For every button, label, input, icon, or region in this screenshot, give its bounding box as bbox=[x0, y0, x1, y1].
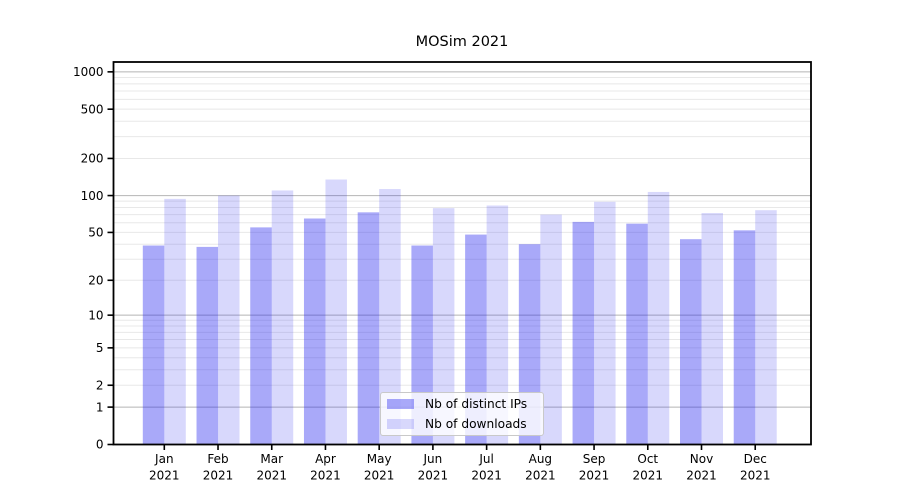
bar-distinct-ips bbox=[626, 223, 648, 445]
bar-distinct-ips bbox=[142, 245, 165, 445]
y-tick-label: 5 bbox=[96, 341, 104, 355]
bar-distinct-ips bbox=[680, 239, 702, 445]
legend: Nb of distinct IPs Nb of downloads bbox=[380, 392, 544, 436]
bar-downloads bbox=[540, 214, 562, 445]
y-tick-label: 10 bbox=[88, 308, 103, 322]
chart-title: MOSim 2021 bbox=[415, 34, 509, 50]
x-tick-label: Oct 2021 bbox=[633, 452, 664, 483]
x-tick-label: Dec 2021 bbox=[740, 452, 771, 483]
x-tick-label: Jan 2021 bbox=[149, 452, 180, 483]
bar-distinct-ips bbox=[357, 212, 380, 445]
y-tick-label: 500 bbox=[81, 102, 104, 116]
bar-downloads bbox=[218, 195, 240, 445]
legend-item-distinct-ips: Nb of distinct IPs bbox=[387, 396, 543, 413]
legend-swatch-downloads bbox=[387, 419, 414, 429]
bar-downloads bbox=[271, 190, 294, 445]
bar-distinct-ips bbox=[250, 227, 272, 445]
x-tick-label: Apr 2021 bbox=[310, 452, 341, 483]
x-tick-label: Nov 2021 bbox=[686, 452, 717, 483]
x-tick-label: Sep 2021 bbox=[579, 452, 610, 483]
x-tick-label: Feb 2021 bbox=[203, 452, 234, 483]
bar-distinct-ips bbox=[572, 221, 595, 445]
x-tick-label: Jul 2021 bbox=[471, 452, 502, 483]
bar-downloads bbox=[164, 198, 186, 445]
y-tick-label: 20 bbox=[88, 273, 103, 287]
bar-downloads bbox=[701, 213, 723, 445]
y-tick-label: 0 bbox=[96, 438, 104, 452]
x-tick-label: May 2021 bbox=[364, 452, 395, 483]
bar-downloads bbox=[486, 205, 509, 445]
x-tick-label: Jun 2021 bbox=[418, 452, 449, 483]
legend-label-distinct-ips: Nb of distinct IPs bbox=[425, 397, 528, 411]
y-tick-label: 1 bbox=[96, 400, 104, 414]
legend-item-downloads: Nb of downloads bbox=[387, 416, 543, 433]
bar-downloads bbox=[379, 189, 401, 445]
bar-downloads bbox=[755, 210, 777, 445]
x-tick-label: Mar 2021 bbox=[256, 452, 287, 483]
y-tick-label: 50 bbox=[88, 226, 103, 240]
bar-downloads bbox=[594, 201, 616, 445]
y-tick-label: 200 bbox=[81, 152, 104, 166]
bar-distinct-ips bbox=[303, 218, 326, 445]
y-tick-label: 100 bbox=[81, 189, 104, 203]
legend-swatch-distinct-ips bbox=[387, 399, 414, 409]
axis-frame bbox=[112, 61, 812, 446]
bar-distinct-ips bbox=[733, 230, 756, 445]
legend-label-downloads: Nb of downloads bbox=[425, 417, 527, 431]
y-tick-label: 1000 bbox=[73, 65, 104, 79]
bar-downloads bbox=[647, 191, 670, 445]
x-tick-label: Aug 2021 bbox=[525, 452, 556, 483]
bar-downloads bbox=[432, 208, 455, 445]
bar-downloads bbox=[325, 179, 347, 445]
bar-distinct-ips bbox=[196, 246, 219, 445]
y-tick-label: 2 bbox=[96, 378, 104, 392]
